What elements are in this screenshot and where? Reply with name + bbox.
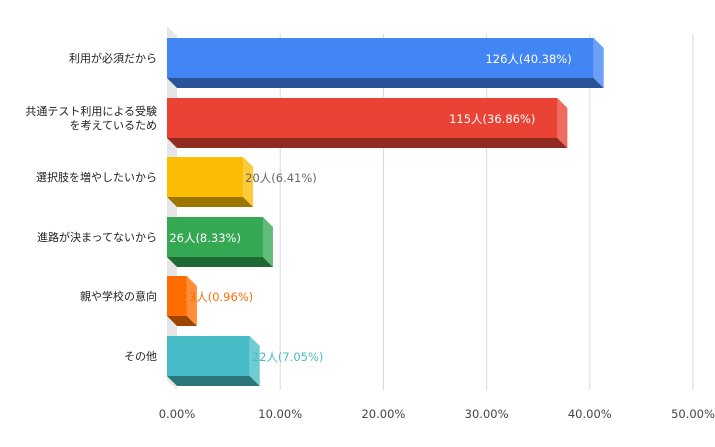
data-label: 115人(36.86%) [449, 112, 535, 126]
bar-side-face [557, 98, 568, 148]
bar-bottom-face [167, 78, 604, 88]
bar-bottom-face [167, 376, 260, 386]
bar [167, 98, 568, 148]
bar-front-face [167, 336, 250, 376]
labels-layer: 126人(40.38%) 115人(36.86%) 20人(6.41%) 26人(8.… [169, 52, 571, 364]
bars-layer [167, 38, 604, 386]
bar-bottom-face [167, 138, 568, 148]
bar-side-face [243, 157, 254, 207]
x-tick-label: 20.00% [361, 407, 405, 421]
bar [167, 38, 604, 88]
data-label: 26人(8.33%) [169, 231, 241, 245]
category-label: その他 [124, 350, 157, 363]
x-tick-label: 0.00% [159, 407, 196, 421]
bar-side-face [593, 38, 604, 88]
data-label: 3人(0.96%) [189, 290, 253, 304]
bar-front-face [167, 276, 187, 316]
data-label: 22人(7.05%) [252, 350, 324, 364]
axis-layer: 0.00% 10.00% 20.00% 30.00% 40.00% 50.00% 利用が必須… [25, 51, 715, 421]
x-tick-label: 30.00% [465, 407, 509, 421]
bar-bottom-face [167, 257, 273, 267]
x-tick-label: 40.00% [568, 407, 612, 421]
bar-bottom-face [167, 197, 254, 207]
bar [167, 157, 254, 207]
bar [167, 217, 273, 267]
data-label: 20人(6.41%) [245, 171, 317, 185]
bar [167, 276, 197, 326]
bar [167, 336, 260, 386]
x-tick-label: 10.00% [258, 407, 302, 421]
bar-bottom-face [167, 316, 197, 326]
bar-side-face [262, 217, 273, 267]
bar-front-face [167, 157, 244, 197]
bar-front-face [167, 38, 594, 78]
category-label: 進路が決まってないから [37, 230, 157, 244]
data-label: 126人(40.38%) [485, 52, 571, 66]
bar-side-face [249, 336, 260, 386]
bar-side-face [186, 276, 197, 326]
category-label: 利用が必須だから [69, 51, 157, 65]
x-tick-label: 50.00% [671, 407, 715, 421]
category-label: 親や学校の意向 [80, 289, 157, 303]
category-label: 選択肢を増やしたいから [36, 170, 157, 184]
bar-front-face [167, 217, 263, 257]
bar-front-face [167, 98, 558, 138]
category-label: 共通テスト利用による受験を考えているため [25, 104, 157, 132]
